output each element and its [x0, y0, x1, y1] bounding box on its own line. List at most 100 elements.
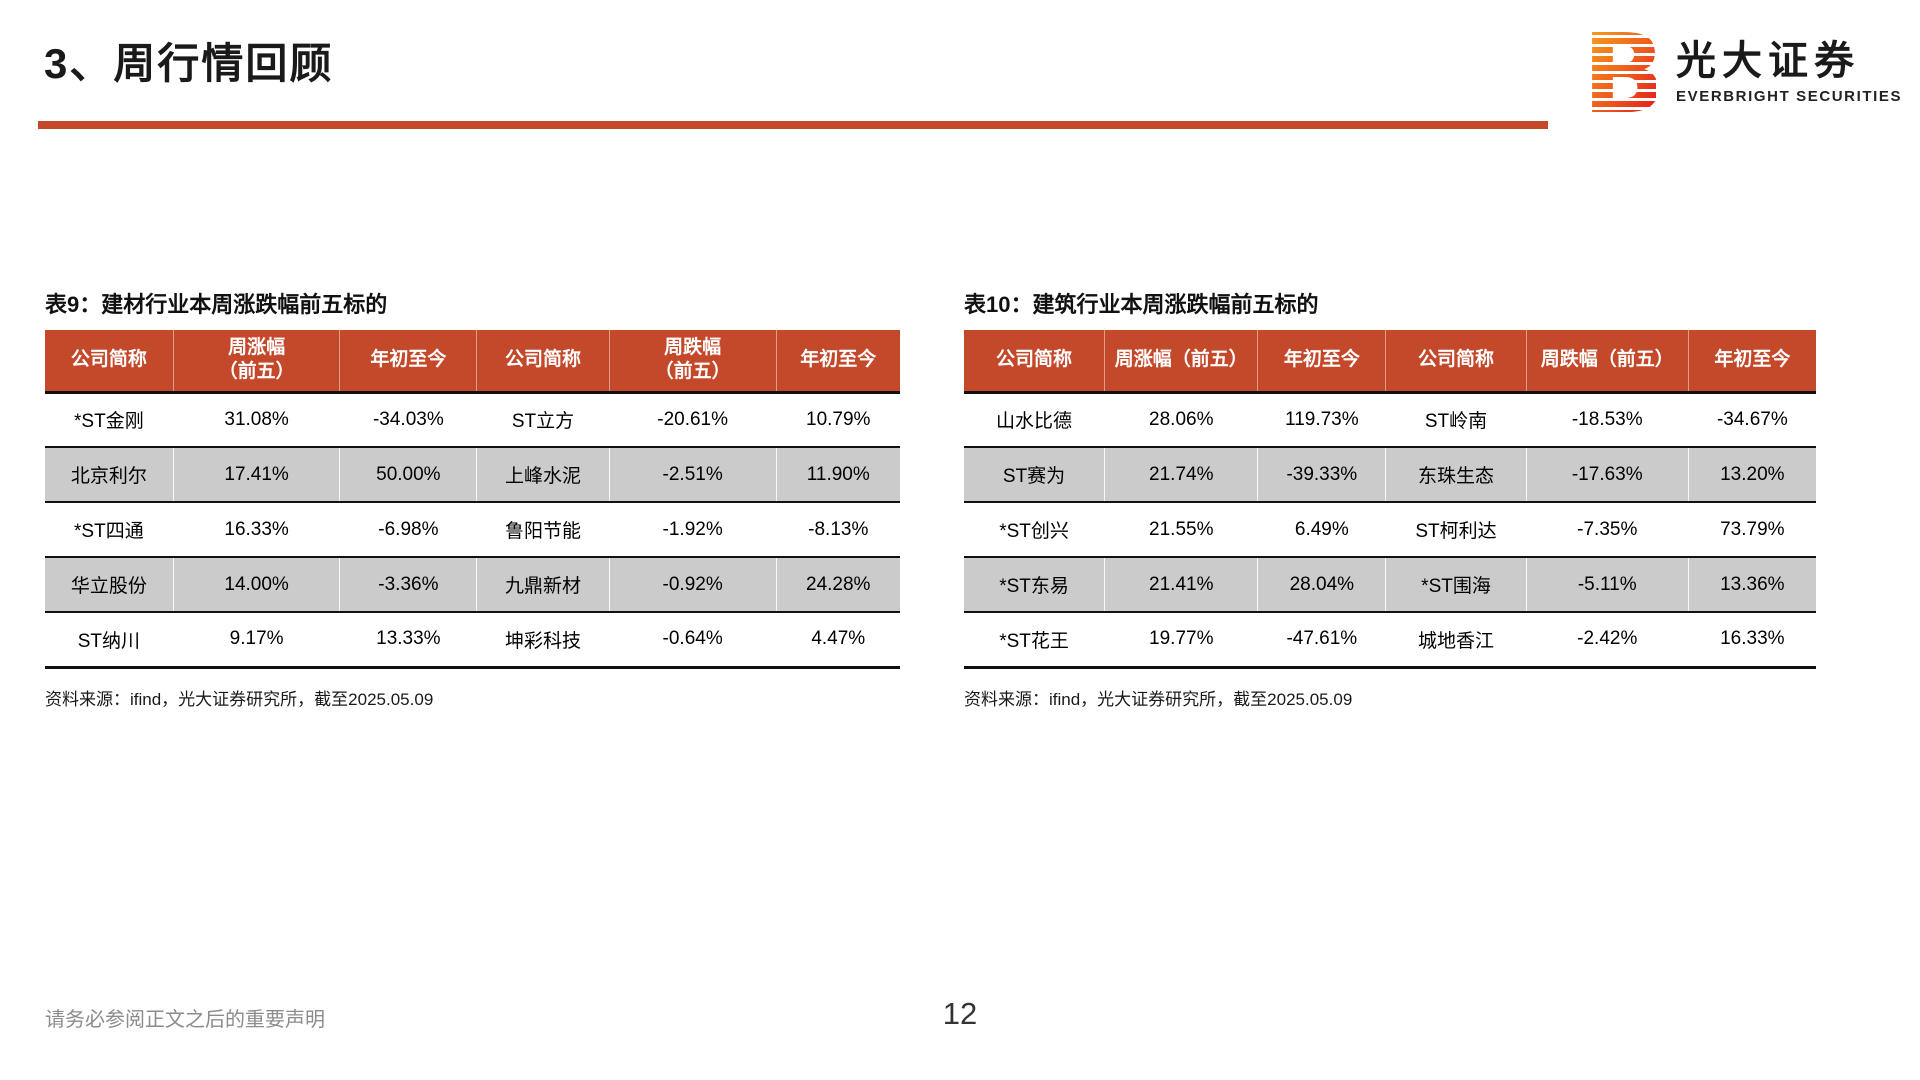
- table-row: ST赛为 21.74% -39.33% 东珠生态 -17.63% 13.20%: [964, 447, 1816, 502]
- column-header: 周涨幅 （前五）: [172, 330, 340, 392]
- title-underline: [38, 121, 1548, 129]
- table-cell: 16.33%: [1687, 612, 1816, 667]
- table-cell: 13.36%: [1687, 557, 1816, 612]
- column-header: 周涨幅（前五）: [1104, 330, 1258, 392]
- table-cell: 19.77%: [1104, 612, 1258, 667]
- table-cell: -34.67%: [1687, 392, 1816, 447]
- table-cell: -0.92%: [608, 557, 776, 612]
- table-cell: -6.98%: [339, 502, 477, 557]
- table-cell: 21.55%: [1104, 502, 1258, 557]
- table-cell: *ST金刚: [74, 411, 144, 433]
- table-cell: 坤彩科技: [476, 612, 610, 667]
- table-cell: -3.36%: [339, 557, 477, 612]
- header-row: 公司简称 周涨幅（前五） 年初至今 公司简称 周跌幅（前五） 年初至今: [964, 330, 1816, 392]
- table-cell: ST赛为: [1002, 466, 1066, 487]
- logo-text: 光大证券 EVERBRIGHT SECURITIES: [1676, 40, 1902, 105]
- table10-source: 资料来源：ifind，光大证券研究所，截至2025.05.09: [964, 689, 1353, 709]
- table-cell: 鲁阳节能: [476, 502, 610, 557]
- column-header: 周跌幅（前五）: [1525, 330, 1689, 392]
- table-cell: 17.41%: [172, 447, 340, 502]
- table-cell: 119.73%: [1257, 392, 1386, 447]
- table-cell: -2.51%: [608, 447, 776, 502]
- table-cell: 50.00%: [339, 447, 477, 502]
- page-title: 3、周行情回顾: [44, 40, 334, 87]
- table-cell: ST岭南: [1385, 392, 1527, 447]
- table-cell: -17.63%: [1525, 447, 1689, 502]
- table-row: *ST创兴 21.55% 6.49% ST柯利达 -7.35% 73.79%: [964, 502, 1816, 557]
- table-cell: 31.08%: [172, 392, 340, 447]
- table-cell: 14.00%: [172, 557, 340, 612]
- everbright-logo-icon: B: [1588, 28, 1656, 116]
- table-cell: 21.74%: [1104, 447, 1258, 502]
- table-cell: -1.92%: [608, 502, 776, 557]
- table9-building-materials: 公司简称 周涨幅 （前五） 年初至今 公司简称 周跌幅 （前五） 年初至今 *ST金刚 31.…: [45, 330, 900, 669]
- column-header: 公司简称: [1385, 330, 1527, 392]
- table-cell: ST柯利达: [1385, 502, 1527, 557]
- table-cell: 九鼎新材: [476, 557, 610, 612]
- column-header: 公司简称: [45, 330, 174, 392]
- table-cell: 13.20%: [1687, 447, 1816, 502]
- table-cell: -2.42%: [1525, 612, 1689, 667]
- column-header: 年初至今: [1257, 330, 1386, 392]
- column-header: 年初至今: [775, 330, 900, 392]
- table-row: 华立股份 14.00% -3.36% 九鼎新材 -0.92% 24.28%: [45, 557, 900, 612]
- table-cell: -0.64%: [608, 612, 776, 667]
- table-cell: ST纳川: [77, 630, 141, 652]
- table-row: *ST金刚 31.08% -34.03% ST立方 -20.61% 10.79%: [45, 392, 900, 447]
- column-header: 周跌幅 （前五）: [608, 330, 776, 392]
- column-header: 年初至今: [339, 330, 477, 392]
- table-cell: 16.33%: [172, 502, 340, 557]
- table-cell: 4.47%: [775, 612, 900, 667]
- table-cell: 9.17%: [172, 612, 340, 667]
- table10-construction: 公司简称 周涨幅（前五） 年初至今 公司简称 周跌幅（前五） 年初至今 山水比德 28.06%…: [964, 330, 1816, 669]
- table9-source: 资料来源：ifind，光大证券研究所，截至2025.05.09: [45, 689, 434, 709]
- table-row: 北京利尔 17.41% 50.00% 上峰水泥 -2.51% 11.90%: [45, 447, 900, 502]
- logo-name-en: EVERBRIGHT SECURITIES: [1676, 87, 1903, 105]
- table-cell: -39.33%: [1257, 447, 1386, 502]
- table-cell: 13.33%: [339, 612, 477, 667]
- table10-title: 表10：建筑行业本周涨跌幅前五标的: [964, 292, 1319, 317]
- table-row: ST纳川 9.17% 13.33% 坤彩科技 -0.64% 4.47%: [45, 612, 900, 667]
- footer-disclaimer: 请务必参阅正文之后的重要声明: [45, 1009, 325, 1031]
- header-row: 公司简称 周涨幅 （前五） 年初至今 公司简称 周跌幅 （前五） 年初至今: [45, 330, 900, 392]
- column-header: 公司简称: [964, 330, 1105, 392]
- table-cell: -5.11%: [1525, 557, 1689, 612]
- table-cell: ST立方: [476, 392, 610, 447]
- table-row: *ST东易 21.41% 28.04% *ST围海 -5.11% 13.36%: [964, 557, 1816, 612]
- table10-section: 表10：建筑行业本周涨跌幅前五标的 公司简称 周涨幅（前五） 年初至今 公司简称 周跌幅…: [964, 292, 1816, 710]
- table-cell: 东珠生态: [1385, 447, 1527, 502]
- table9-section: 表9：建材行业本周涨跌幅前五标的 公司简称 周涨幅 （前五） 年初至今 公司简称 周跌幅…: [45, 292, 900, 710]
- table-cell: -7.35%: [1525, 502, 1689, 557]
- table-cell: *ST四通: [74, 521, 144, 542]
- table-cell: 10.79%: [775, 392, 900, 447]
- table-cell: 28.06%: [1104, 392, 1258, 447]
- table-cell: 城地香江: [1385, 612, 1527, 667]
- table-cell: -8.13%: [775, 502, 900, 557]
- table-cell: 6.49%: [1257, 502, 1386, 557]
- table-cell: 24.28%: [775, 557, 900, 612]
- table-cell: *ST花王: [999, 630, 1069, 652]
- table-cell: *ST东易: [999, 576, 1069, 597]
- table-row: 山水比德 28.06% 119.73% ST岭南 -18.53% -34.67%: [964, 392, 1816, 447]
- table-row: *ST四通 16.33% -6.98% 鲁阳节能 -1.92% -8.13%: [45, 502, 900, 557]
- table-cell: 21.41%: [1104, 557, 1258, 612]
- table-cell: *ST创兴: [999, 521, 1069, 542]
- table-row: *ST花王 19.77% -47.61% 城地香江 -2.42% 16.33%: [964, 612, 1816, 667]
- table-cell: -47.61%: [1257, 612, 1386, 667]
- company-logo: B 光大证券 EVERBRIGH: [1588, 28, 1902, 116]
- table9-title: 表9：建材行业本周涨跌幅前五标的: [45, 292, 388, 317]
- table-cell: 28.04%: [1257, 557, 1386, 612]
- table-cell: 73.79%: [1687, 502, 1816, 557]
- column-header: 年初至今: [1687, 330, 1816, 392]
- table-cell: 11.90%: [775, 447, 900, 502]
- table-cell: -18.53%: [1525, 392, 1689, 447]
- table-cell: 华立股份: [70, 576, 147, 597]
- table-cell: *ST围海: [1385, 557, 1527, 612]
- column-header: 公司简称: [476, 330, 610, 392]
- table-cell: -34.03%: [339, 392, 477, 447]
- page-number: 12: [942, 996, 978, 1031]
- table-cell: 山水比德: [996, 411, 1073, 433]
- table-cell: 北京利尔: [70, 466, 147, 487]
- table-cell: -20.61%: [608, 392, 776, 447]
